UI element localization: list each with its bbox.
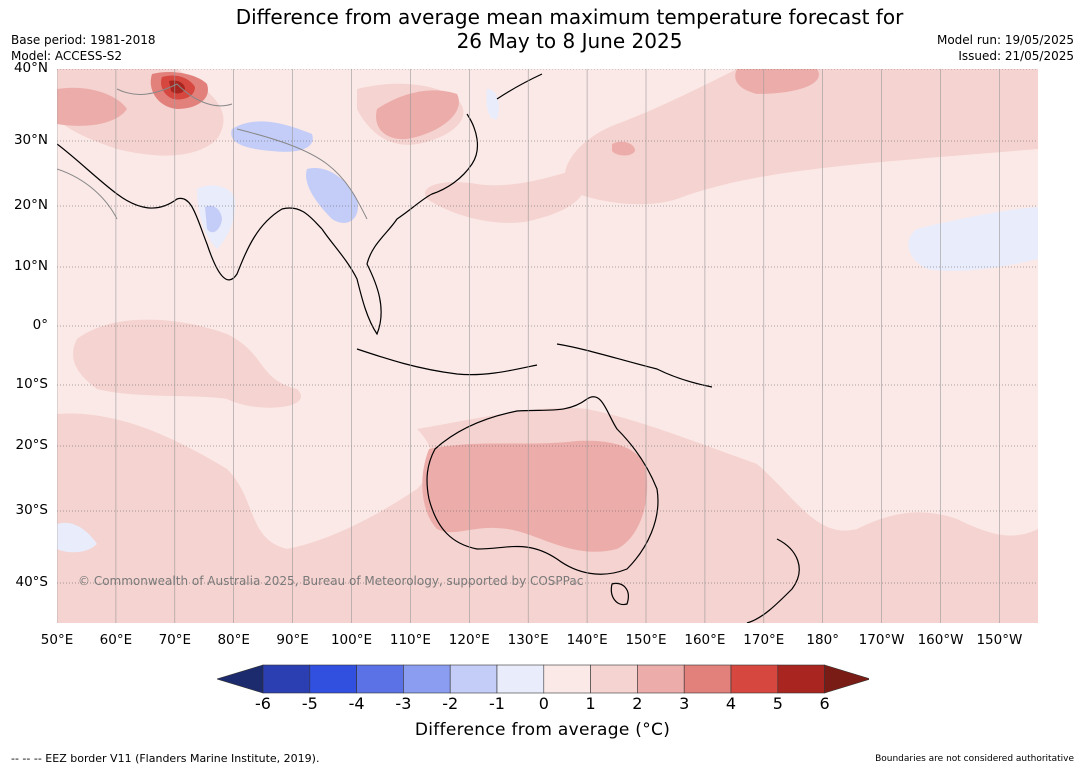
band-india-cool <box>205 205 222 233</box>
colorbar-segment <box>262 664 311 694</box>
colorbar-tick-label: 6 <box>819 694 830 713</box>
longitude-label: 170°W <box>858 632 905 648</box>
longitude-label: 110°E <box>389 632 431 648</box>
coast-south-asia <box>57 143 323 281</box>
band-pakistan-hottest <box>169 80 185 94</box>
latitude-label: 10°S <box>15 376 49 392</box>
boundaries-disclaimer: Boundaries are not considered authoritat… <box>875 754 1074 764</box>
model-name: Model: ACCESS-S2 <box>11 49 123 63</box>
coast-tasmania <box>610 582 629 606</box>
band-north-pacific <box>564 69 1038 205</box>
colorbar-segment <box>309 664 357 694</box>
border-1 <box>116 83 233 107</box>
colorbar-segment <box>590 664 638 694</box>
country-borders <box>57 83 368 220</box>
latitude-label: 30°S <box>15 502 49 518</box>
longitude-label: 50°E <box>40 632 74 648</box>
coastlines <box>57 73 800 623</box>
colorbar-segment <box>356 664 404 694</box>
longitude-label: 170°E <box>743 632 785 648</box>
colorbar-segment <box>449 664 498 694</box>
colorbar-extend-low <box>217 664 264 694</box>
colorbar-tick-label: 5 <box>772 694 783 713</box>
band-small-warm-patch <box>612 141 635 156</box>
colorbar-tick-label: -6 <box>255 694 271 713</box>
latitude-label: 30°N <box>13 132 48 148</box>
colorbar-tick-label: -1 <box>489 694 505 713</box>
band-australia-warm <box>422 440 648 552</box>
latitude-label: 20°S <box>15 437 49 453</box>
longitude-label: 100°E <box>330 632 373 648</box>
longitude-label: 120°E <box>448 632 490 648</box>
coast-australia <box>426 396 659 575</box>
longitude-label: 160°E <box>684 632 726 648</box>
latitude-label: 40°S <box>15 574 49 590</box>
band-japan-cool <box>486 89 499 120</box>
copyright-notice: © Commonwealth of Australia 2025, Bureau… <box>78 574 584 588</box>
coast-indochina-china <box>321 113 479 336</box>
longitude-label: 70°E <box>158 632 192 648</box>
latitude-label: 0° <box>32 317 48 333</box>
longitude-label: 150°E <box>625 632 667 648</box>
latitude-label: 20°N <box>13 197 48 213</box>
colorbar-tick-label: 2 <box>632 694 643 713</box>
colorbar-segment <box>496 664 545 694</box>
colorbar-tick-label: -3 <box>395 694 412 713</box>
colorbar-tick-label: -5 <box>301 694 318 713</box>
colorbar-tick-label: -2 <box>442 694 459 713</box>
band-indian-ocean <box>73 319 301 408</box>
title-line-1: Difference from average mean maximum tem… <box>235 5 904 29</box>
longitude-label: 140°E <box>566 632 608 648</box>
base-period: Base period: 1981-2018 <box>11 33 156 47</box>
longitude-label: 180° <box>806 632 839 648</box>
colorbar-segment <box>637 664 685 694</box>
map-title: Difference from average mean maximum tem… <box>0 5 1085 53</box>
colorbar <box>217 664 869 694</box>
border-2 <box>236 128 368 220</box>
longitude-label: 60°E <box>99 632 133 648</box>
coast-indonesia <box>356 348 538 376</box>
coast-new-guinea <box>556 343 713 388</box>
meta-right: Model run: 19/05/2025 Issued: 21/05/2025 <box>937 32 1074 64</box>
colorbar-tick-label: 0 <box>538 694 549 713</box>
map-svg <box>57 69 1038 623</box>
border-3 <box>57 168 118 220</box>
band-north-pacific-warm <box>735 69 819 94</box>
graticule <box>57 69 1038 623</box>
colorbar-tick-label: 4 <box>725 694 737 713</box>
latitude-label: 40°N <box>13 60 48 76</box>
band-iran-warm <box>57 87 127 126</box>
colorbar-label: Difference from average (°C) <box>414 720 671 740</box>
longitude-label: 130°E <box>507 632 549 648</box>
meta-left: Base period: 1981-2018 Model: ACCESS-S2 <box>11 32 156 64</box>
band-china-warm <box>376 90 459 140</box>
colorbar-segment <box>777 664 825 694</box>
latitude-label: 10°N <box>13 258 48 274</box>
model-run: Model run: 19/05/2025 <box>936 33 1074 47</box>
colorbar-tick-label: -4 <box>348 694 365 713</box>
map-canvas <box>57 69 1038 623</box>
band-myanmar-cool <box>306 168 358 223</box>
coast-japan <box>496 73 543 100</box>
longitude-label: 160°W <box>917 632 964 648</box>
colorbar-segment <box>543 664 591 694</box>
longitude-label: 90°E <box>276 632 309 648</box>
coast-new-zealand <box>746 538 800 623</box>
colorbar-extend-high <box>824 664 869 694</box>
colorbar-tick-label: 1 <box>585 694 596 713</box>
band-south-indian-cool <box>57 522 97 553</box>
issued-date: Issued: 21/05/2025 <box>958 49 1074 63</box>
band-west-pacific <box>425 169 585 223</box>
colorbar-segment <box>403 664 451 694</box>
title-line-2: 26 May to 8 June 2025 <box>456 29 683 53</box>
longitude-label: 80°E <box>217 632 250 648</box>
colorbar-segment <box>683 664 732 694</box>
colorbar-segment <box>730 664 779 694</box>
eez-border-note: -- -- -- EEZ border V11 (Flanders Marine… <box>11 752 320 765</box>
colorbar-tick-label: 3 <box>679 694 690 713</box>
longitude-label: 150°W <box>976 632 1023 648</box>
